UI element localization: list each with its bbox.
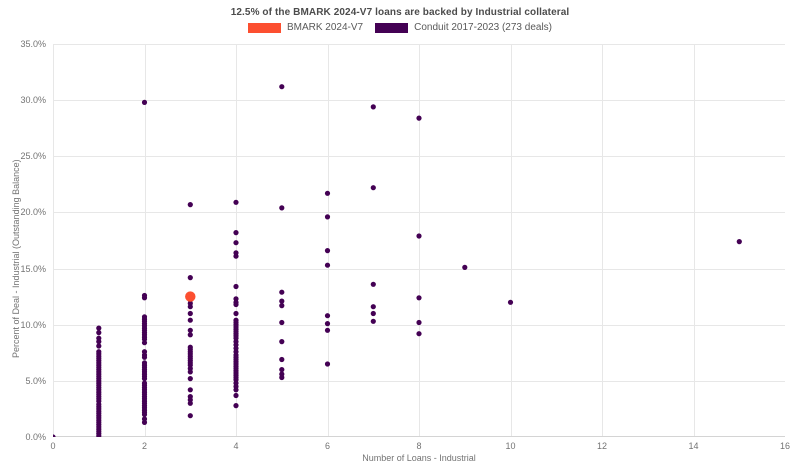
data-point[interactable]	[233, 230, 239, 236]
data-point[interactable]	[233, 301, 239, 308]
data-point[interactable]	[233, 310, 239, 317]
plot-svg	[50, 44, 786, 440]
legend-swatch-conduit	[375, 22, 409, 33]
data-point[interactable]	[96, 330, 102, 336]
data-point[interactable]	[187, 369, 193, 375]
data-point[interactable]	[324, 190, 331, 196]
data-point[interactable]	[279, 84, 285, 90]
data-point[interactable]	[279, 289, 285, 295]
data-point[interactable]	[416, 233, 422, 239]
data-point[interactable]	[233, 283, 239, 290]
legend-item-conduit[interactable]: Conduit 2017-2023 (273 deals)	[375, 22, 552, 33]
x-axis-title: Number of Loans - Industrial	[362, 453, 476, 463]
data-point[interactable]	[96, 339, 102, 345]
data-point[interactable]	[141, 411, 148, 418]
data-point[interactable]	[324, 321, 331, 327]
data-point[interactable]	[370, 318, 376, 324]
data-point[interactable]	[141, 340, 148, 346]
data-point[interactable]	[416, 319, 422, 326]
data-point[interactable]	[507, 299, 514, 305]
data-point[interactable]	[233, 240, 239, 246]
data-point[interactable]	[324, 262, 331, 268]
data-point[interactable]	[233, 387, 239, 393]
y-tick-label: 10.0%	[20, 319, 46, 330]
x-tick-label: 16	[779, 441, 791, 451]
data-point[interactable]	[187, 332, 193, 338]
data-point[interactable]	[233, 403, 239, 409]
data-point[interactable]	[324, 361, 331, 367]
data-point[interactable]	[187, 413, 193, 419]
data-point[interactable]	[96, 343, 102, 349]
data-point[interactable]	[233, 392, 239, 399]
x-tick-label: 8	[416, 441, 422, 451]
data-point[interactable]	[279, 319, 285, 326]
data-point[interactable]	[279, 339, 285, 345]
y-tick-label: 25.0%	[20, 151, 46, 162]
x-tick-label: 12	[596, 441, 608, 451]
x-tick-label: 0	[50, 441, 56, 451]
data-point[interactable]	[324, 214, 331, 220]
x-tick-label: 14	[688, 441, 699, 451]
legend-label-bmark: BMARK 2024-V7	[286, 22, 364, 33]
data-point[interactable]	[324, 327, 331, 333]
data-point[interactable]	[141, 419, 148, 425]
y-tick-label: 5.0%	[25, 375, 46, 386]
data-point[interactable]	[187, 275, 193, 281]
data-point[interactable]	[233, 199, 239, 205]
data-point[interactable]	[370, 304, 376, 310]
legend-swatch-bmark	[247, 22, 281, 33]
y-tick-label: 15.0%	[20, 263, 46, 274]
x-tick-label: 10	[505, 441, 516, 451]
data-point[interactable]	[416, 295, 422, 301]
data-point[interactable]	[279, 374, 285, 381]
data-point[interactable]	[187, 304, 193, 310]
x-tick-label: 4	[233, 441, 239, 451]
data-point[interactable]	[279, 205, 285, 211]
y-tick-label: 35.0%	[20, 39, 46, 49]
y-tick-label: 20.0%	[20, 207, 46, 218]
legend: BMARK 2024-V7 Conduit 2017-2023 (273 dea…	[0, 22, 800, 33]
data-point[interactable]	[185, 291, 196, 302]
data-point[interactable]	[187, 310, 193, 317]
data-point[interactable]	[736, 239, 742, 245]
data-point[interactable]	[279, 298, 285, 304]
data-point[interactable]	[141, 99, 148, 105]
data-point[interactable]	[416, 331, 422, 337]
data-point[interactable]	[279, 356, 285, 363]
data-point[interactable]	[462, 264, 468, 270]
data-point[interactable]	[279, 303, 285, 309]
data-point[interactable]	[141, 376, 148, 382]
y-tick-label: 30.0%	[20, 95, 46, 106]
data-point[interactable]	[141, 354, 148, 360]
legend-label-conduit: Conduit 2017-2023 (273 deals)	[414, 22, 553, 33]
data-point[interactable]	[279, 367, 285, 373]
data-point[interactable]	[187, 317, 193, 323]
data-point[interactable]	[187, 327, 193, 333]
data-point[interactable]	[187, 376, 193, 382]
data-point[interactable]	[187, 387, 193, 393]
data-point[interactable]	[187, 202, 193, 208]
data-point[interactable]	[370, 310, 376, 317]
data-point[interactable]	[370, 185, 376, 191]
y-tick-label: 0.0%	[25, 432, 46, 442]
data-point[interactable]	[96, 325, 102, 331]
data-point[interactable]	[324, 313, 331, 319]
data-point[interactable]	[370, 104, 376, 110]
data-point[interactable]	[324, 248, 331, 254]
legend-item-bmark[interactable]: BMARK 2024-V7	[247, 22, 364, 33]
data-point[interactable]	[141, 295, 148, 301]
x-tick-label: 6	[324, 441, 331, 451]
data-point[interactable]	[416, 115, 422, 121]
data-point[interactable]	[50, 434, 56, 440]
data-point[interactable]	[233, 253, 239, 259]
x-tick-label: 2	[141, 441, 148, 451]
data-point[interactable]	[370, 281, 376, 287]
data-point[interactable]	[187, 400, 193, 406]
plot-area	[50, 44, 786, 440]
chart-title: 12.5% of the BMARK 2024-V7 loans are bac…	[230, 7, 570, 18]
